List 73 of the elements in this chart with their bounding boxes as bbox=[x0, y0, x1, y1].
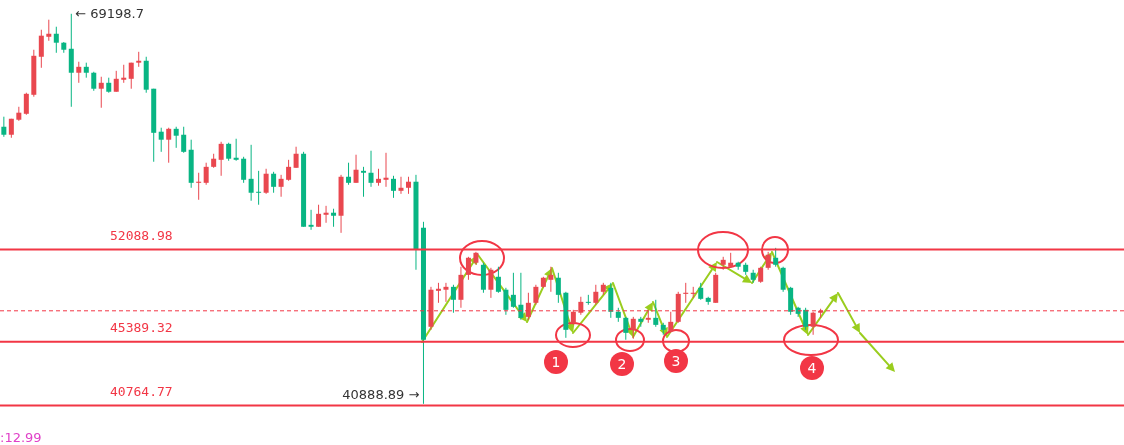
candlestick bbox=[465, 256, 471, 281]
candlestick bbox=[181, 126, 187, 154]
candlestick bbox=[113, 70, 119, 93]
candlestick bbox=[46, 19, 52, 42]
annotation: 4 bbox=[807, 360, 817, 376]
candlestick bbox=[76, 61, 82, 84]
candlestick bbox=[308, 209, 314, 231]
candlestick bbox=[435, 282, 441, 304]
annotation: 2 bbox=[617, 356, 627, 372]
candlestick bbox=[510, 272, 516, 309]
candlestick bbox=[346, 162, 352, 186]
candlestick bbox=[91, 71, 97, 92]
candlestick bbox=[248, 144, 254, 202]
candlestick bbox=[578, 296, 584, 316]
candlestick bbox=[443, 282, 449, 303]
candlestick bbox=[555, 272, 561, 304]
candlestick bbox=[623, 316, 629, 341]
candlestick bbox=[38, 29, 44, 69]
candlestick bbox=[286, 159, 292, 182]
candlestick bbox=[383, 152, 389, 188]
candlestick bbox=[128, 62, 134, 90]
candlestick bbox=[810, 311, 816, 336]
annotation: 3 bbox=[671, 353, 681, 369]
candlestick bbox=[391, 175, 396, 199]
candlestick bbox=[653, 299, 659, 328]
candlestick bbox=[788, 286, 794, 316]
candlestick bbox=[1, 116, 7, 138]
candlestick bbox=[323, 205, 329, 224]
candlestick bbox=[525, 292, 531, 321]
annotation: :12.99 bbox=[0, 430, 42, 445]
candlestick bbox=[361, 166, 367, 198]
candlestick bbox=[533, 284, 539, 306]
candlestick bbox=[450, 284, 456, 314]
candlestick bbox=[271, 171, 277, 194]
candlestick bbox=[495, 266, 501, 294]
candlestick bbox=[331, 208, 337, 228]
candlestick bbox=[226, 142, 232, 162]
candlestick bbox=[121, 64, 127, 84]
candlestick bbox=[263, 168, 269, 195]
candlestick bbox=[53, 26, 59, 54]
candlestick bbox=[173, 126, 179, 149]
candlestick bbox=[668, 311, 674, 334]
candlestick bbox=[503, 287, 509, 316]
candlestick bbox=[256, 170, 262, 206]
ref-line-label: 52088.98 bbox=[110, 227, 173, 243]
annotation: ← 69198.7 bbox=[75, 5, 144, 21]
candlestick bbox=[585, 294, 591, 306]
candlestick bbox=[608, 282, 614, 319]
candlestick bbox=[593, 284, 599, 306]
candlestick bbox=[203, 162, 209, 186]
candlestick bbox=[316, 204, 322, 228]
candlestick bbox=[368, 150, 374, 188]
candlestick bbox=[398, 176, 404, 195]
candlestick bbox=[233, 138, 239, 162]
annotation: 40888.89 → bbox=[342, 386, 420, 402]
candlestick bbox=[158, 127, 164, 153]
candlestick bbox=[241, 156, 247, 184]
candlestick bbox=[548, 266, 554, 293]
ref-line-label: 45389.32 bbox=[110, 319, 173, 335]
candlestick bbox=[630, 316, 636, 340]
ref-line-label: 40764.77 bbox=[110, 383, 173, 399]
candlestick bbox=[488, 267, 494, 299]
candlestick bbox=[353, 154, 359, 184]
candlestick bbox=[278, 174, 284, 198]
candlestick bbox=[293, 146, 299, 169]
candlestick bbox=[166, 127, 172, 164]
candlestick bbox=[780, 266, 786, 293]
candlestick bbox=[98, 76, 104, 109]
candlestick bbox=[23, 92, 29, 116]
annotation: 1 bbox=[551, 354, 561, 370]
candlestick bbox=[68, 13, 74, 108]
candlestick bbox=[218, 141, 224, 177]
candlestick bbox=[773, 247, 779, 268]
